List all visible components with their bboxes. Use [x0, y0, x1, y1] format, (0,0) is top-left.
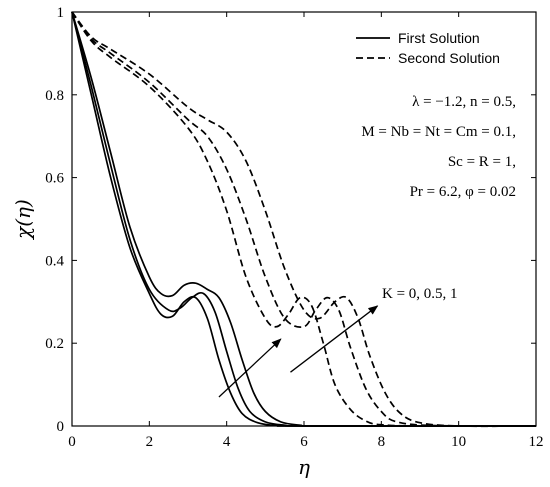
- legend-label: Second Solution: [398, 50, 500, 66]
- first-solution-line-3: [71, 11, 537, 427]
- axes-group: 0 2 4 6 8 10 12 0 0.2 0.4 0.6 0.8 1 η χ(η): [11, 5, 544, 479]
- y-tick-label: 0.6: [45, 171, 64, 187]
- x-tick-label: 12: [529, 434, 544, 450]
- x-tick-label: 2: [146, 434, 154, 450]
- arrow-first-solution: [218, 338, 282, 398]
- y-tick-label: 0.2: [45, 336, 64, 352]
- y-tick-label: 0: [57, 419, 65, 435]
- parameter-annotation: Pr = 6.2, φ = 0.02: [410, 184, 516, 200]
- x-tick-label: 4: [223, 434, 231, 450]
- x-tick-label: 8: [378, 434, 386, 450]
- second-solution-line-1: [71, 11, 537, 427]
- plot-frame: [71, 11, 537, 427]
- x-axis-title: η: [298, 455, 310, 479]
- annotations-group: First Solution Second Solution λ = −1.2, n…: [218, 30, 516, 398]
- second-solution-line-2: [71, 11, 537, 427]
- arrow-second-solution: [290, 305, 379, 373]
- curves-group: [71, 11, 537, 428]
- parameter-annotation: λ = −1.2, n = 0.5,: [412, 94, 516, 110]
- y-axis-title: χ(η): [11, 199, 35, 241]
- first-solution-line-1: [71, 11, 537, 427]
- parameter-annotation: Sc = R = 1,: [448, 154, 516, 170]
- parameter-annotation: M = Nb = Nt = Cm = 0.1,: [361, 124, 516, 140]
- k-arrow-label: K = 0, 0.5, 1: [382, 286, 458, 302]
- y-tick-label: 1: [57, 5, 65, 21]
- x-tick-label: 6: [300, 434, 308, 450]
- x-tick-label: 10: [451, 434, 466, 450]
- y-tick-label: 0.4: [45, 253, 64, 269]
- second-solution-line-3: [71, 11, 537, 428]
- x-tick-label: 0: [68, 434, 76, 450]
- first-solution-line-2: [71, 11, 537, 427]
- legend-label: First Solution: [398, 30, 480, 46]
- y-tick-label: 0.8: [45, 88, 64, 104]
